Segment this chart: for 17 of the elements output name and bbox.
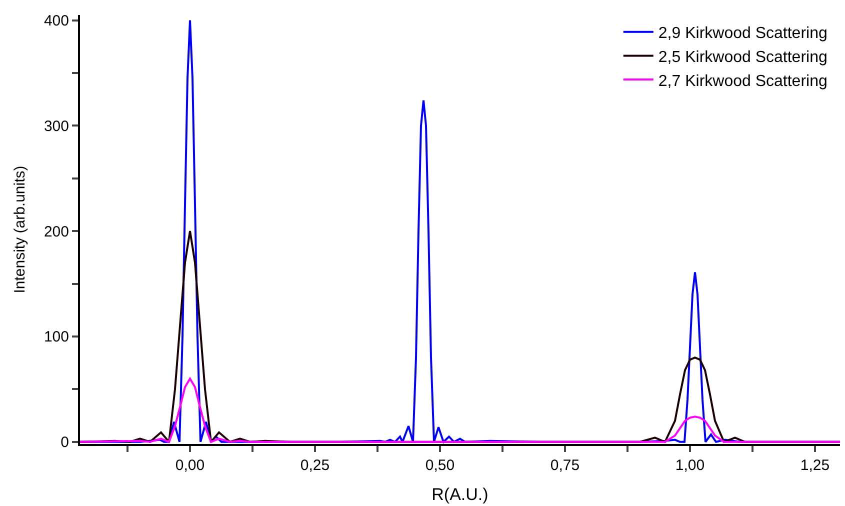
y-axis-title: Intensity (arb.units) — [12, 166, 29, 294]
x-tick-label: 0,75 — [550, 457, 580, 474]
line-series — [80, 378, 840, 443]
legend-label: 2,5 Kirkwood Scattering — [658, 48, 828, 66]
x-axis-title: R(A.U.) — [432, 484, 488, 504]
legend-label: 2,7 Kirkwood Scattering — [658, 72, 828, 90]
x-tick-label: 0,50 — [425, 457, 455, 474]
x-tick-label: 1,25 — [800, 457, 830, 474]
x-tick-label: 1,00 — [675, 457, 705, 474]
legend-label: 2,9 Kirkwood Scattering — [658, 25, 828, 42]
y-tick-label: 400 — [44, 12, 69, 30]
y-tick-label: 100 — [44, 328, 69, 346]
y-tick-label: 200 — [44, 223, 69, 240]
y-tick-label: 0 — [60, 434, 69, 452]
x-tick-label: 0,00 — [175, 457, 205, 474]
y-tick-label: 300 — [44, 118, 69, 135]
x-tick-label: 0,25 — [300, 457, 330, 474]
